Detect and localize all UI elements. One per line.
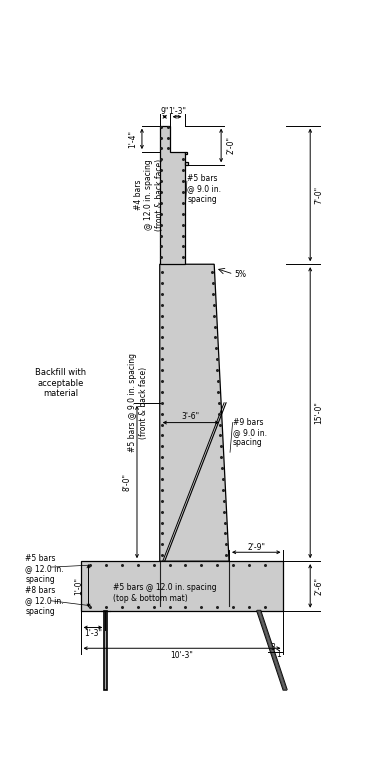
Polygon shape <box>257 611 287 690</box>
Polygon shape <box>184 162 189 165</box>
Text: 10'-3": 10'-3" <box>170 650 193 660</box>
Text: 1: 1 <box>276 650 281 659</box>
Text: Backfill with
acceptable
material: Backfill with acceptable material <box>35 368 86 398</box>
Polygon shape <box>104 611 107 690</box>
Text: #8 bars
@ 12.0 in.
spacing: #8 bars @ 12.0 in. spacing <box>25 586 64 616</box>
Text: 1'-3": 1'-3" <box>168 107 186 116</box>
Text: 1'-0": 1'-0" <box>74 577 83 595</box>
Text: 15'-0": 15'-0" <box>315 401 324 424</box>
Text: 3: 3 <box>270 643 275 652</box>
Text: 5%: 5% <box>234 270 246 279</box>
Polygon shape <box>160 264 229 561</box>
Text: #5 bars
@ 12.0 in.
spacing: #5 bars @ 12.0 in. spacing <box>25 554 64 584</box>
Text: 9": 9" <box>161 107 169 116</box>
Text: 7'-0": 7'-0" <box>315 186 324 204</box>
Text: #5 bars @ 9.0 in. spacing
(front & back face): #5 bars @ 9.0 in. spacing (front & back … <box>128 353 148 452</box>
Text: #9 bars
@ 9.0 in.
spacing: #9 bars @ 9.0 in. spacing <box>233 417 267 447</box>
Text: 2'-6": 2'-6" <box>315 577 324 595</box>
Text: #5 bars
@ 9.0 in.
spacing: #5 bars @ 9.0 in. spacing <box>187 174 221 204</box>
Text: 2'-0": 2'-0" <box>227 136 235 155</box>
Text: 1'-4": 1'-4" <box>128 130 138 148</box>
Text: 1'-3": 1'-3" <box>84 629 102 638</box>
Polygon shape <box>160 126 184 264</box>
Text: 2'-9": 2'-9" <box>247 543 265 552</box>
Text: 3'-6": 3'-6" <box>182 412 200 421</box>
Bar <box>80 561 283 611</box>
Polygon shape <box>184 152 187 155</box>
Text: 8'-0": 8'-0" <box>123 473 132 491</box>
Text: #5 bars @ 12.0 in. spacing
(top & bottom mat): #5 bars @ 12.0 in. spacing (top & bottom… <box>113 583 217 603</box>
Text: #4 bars
@ 12.0 in. spacing
(front & back face): #4 bars @ 12.0 in. spacing (front & back… <box>134 159 164 231</box>
